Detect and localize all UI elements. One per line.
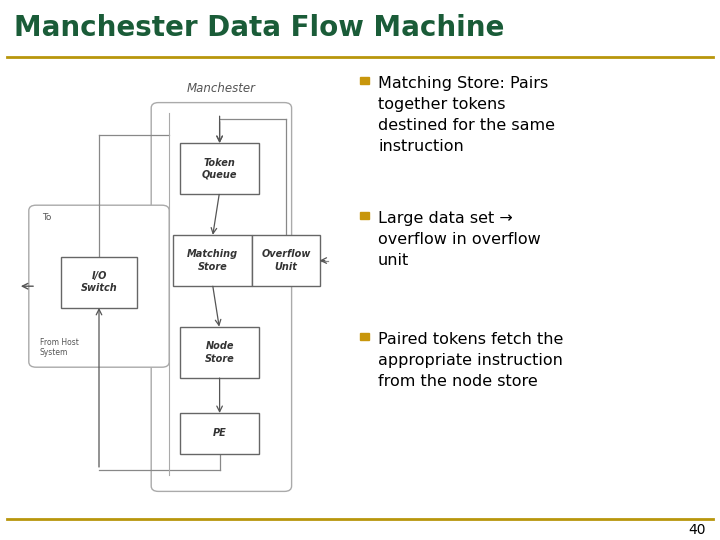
FancyBboxPatch shape [180,413,259,454]
FancyBboxPatch shape [252,235,320,286]
FancyBboxPatch shape [180,143,259,194]
Text: To: To [42,213,51,222]
Text: Matching Store: Pairs
together tokens
destined for the same
instruction: Matching Store: Pairs together tokens de… [378,76,555,153]
FancyBboxPatch shape [29,205,169,367]
Text: Matching
Store: Matching Store [186,249,238,272]
Text: Manchester: Manchester [187,82,256,94]
Text: Paired tokens fetch the
appropriate instruction
from the node store: Paired tokens fetch the appropriate inst… [378,332,563,389]
Bar [360,77,369,84]
Text: Node
Store: Node Store [204,341,235,363]
FancyBboxPatch shape [173,235,252,286]
Text: PE: PE [212,428,227,438]
Bar [360,212,369,219]
Text: Token
Queue: Token Queue [202,158,238,180]
Text: From Host
System: From Host System [40,338,78,357]
Text: Manchester Data Flow Machine: Manchester Data Flow Machine [14,14,505,42]
Text: I/O
Switch: I/O Switch [81,271,117,293]
FancyBboxPatch shape [61,256,137,308]
Text: Overflow
Unit: Overflow Unit [261,249,311,272]
Text: Large data set →
overflow in overflow
unit: Large data set → overflow in overflow un… [378,211,541,268]
Text: 40: 40 [688,523,706,537]
Bar [360,333,369,340]
FancyBboxPatch shape [180,327,259,378]
FancyBboxPatch shape [151,103,292,491]
